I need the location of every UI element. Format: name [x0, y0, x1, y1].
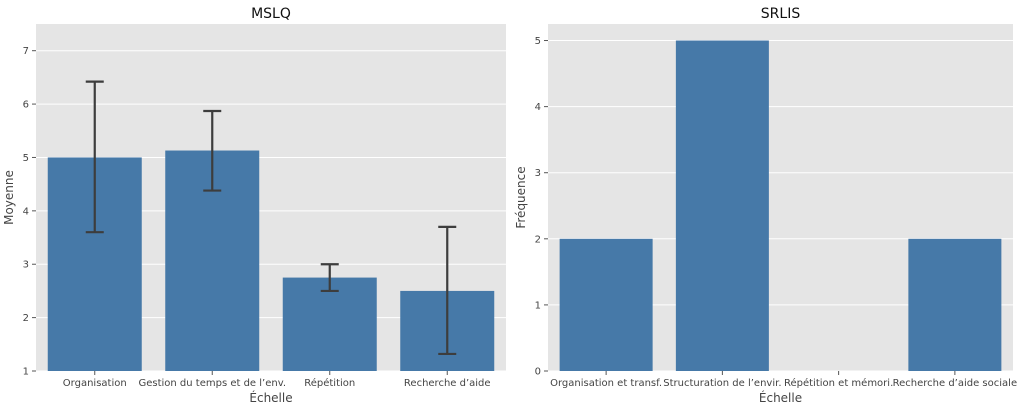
bar: [559, 238, 653, 371]
x-tick-label: Gestion du temps et de l’env.: [138, 378, 286, 389]
bar: [282, 277, 377, 371]
x-tick-label: Répétition: [304, 377, 355, 389]
y-tick-label: 3: [23, 260, 29, 271]
y-ticks: 1 2 3 4 5 6 7: [23, 46, 36, 378]
y-tick-label: 5: [535, 36, 541, 47]
x-tick-label: Recherche d’aide sociale: [893, 378, 1017, 389]
x-ticks: Organisation et transf. Structuration de …: [550, 371, 1017, 389]
error-bars: [85, 80, 457, 356]
y-tick-label: 2: [535, 234, 541, 245]
x-tick-label: Organisation et transf.: [550, 378, 662, 389]
x-tick-label: Structuration de l’envir.: [663, 378, 781, 389]
x-tick-label: Recherche d’aide: [404, 378, 491, 389]
y-tick-label: 1: [535, 300, 541, 311]
y-tick-label: 3: [535, 168, 541, 179]
bars: [559, 40, 1002, 372]
y-tick-label: 0: [535, 367, 541, 378]
y-tick-label: 2: [23, 313, 29, 324]
bar: [908, 238, 1002, 371]
mslq-chart: 1 2 3 4 5 6 7 Organisation Gestion du temps et …: [2, 6, 506, 405]
chart-title: SRLIS: [761, 6, 801, 22]
chart-title: MSLQ: [251, 6, 291, 22]
srlis-chart: 0 1 2 3 4 5 Organisation et transf. Structurat…: [514, 6, 1017, 405]
y-tick-label: 1: [23, 367, 29, 378]
bar: [675, 40, 769, 372]
x-axis-title: Échelle: [249, 390, 292, 405]
x-tick-label: Répétition et mémori.: [784, 377, 893, 389]
y-tick-label: 5: [23, 153, 29, 164]
y-tick-label: 7: [23, 46, 29, 57]
y-axis-title: Moyenne: [2, 170, 16, 225]
y-tick-label: 4: [535, 102, 541, 113]
x-tick-label: Organisation: [63, 378, 127, 389]
y-tick-label: 4: [23, 206, 29, 217]
y-axis-title: Fréquence: [514, 166, 528, 228]
y-tick-label: 6: [23, 100, 29, 111]
x-axis-title: Échelle: [759, 390, 802, 405]
x-ticks: Organisation Gestion du temps et de l’env…: [63, 371, 491, 389]
y-ticks: 0 1 2 3 4 5: [535, 36, 548, 378]
